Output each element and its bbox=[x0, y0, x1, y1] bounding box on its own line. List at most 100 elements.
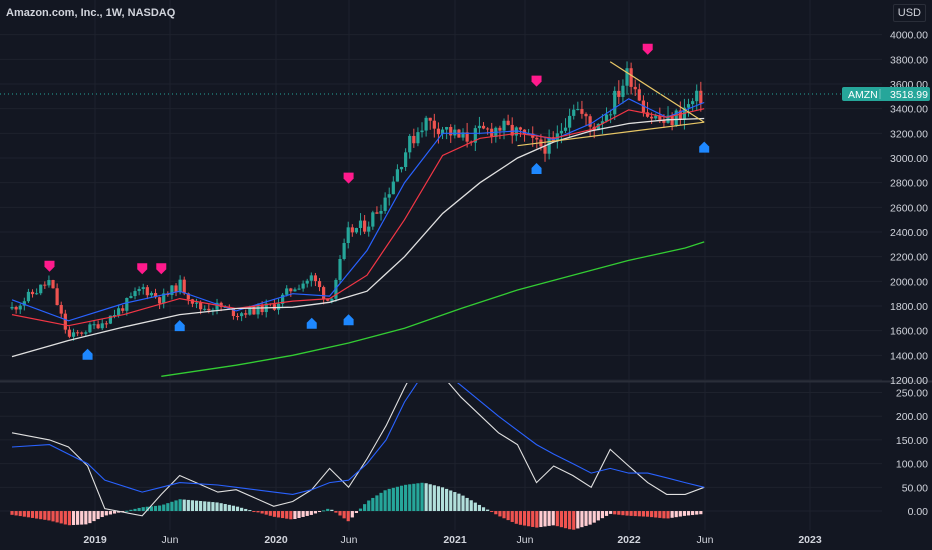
macd-histogram-bar bbox=[182, 499, 186, 512]
candle-body bbox=[510, 124, 514, 136]
candle-body bbox=[596, 123, 600, 131]
buy-signal-marker bbox=[174, 320, 185, 332]
candle-body bbox=[22, 301, 26, 306]
macd-histogram-bar bbox=[498, 511, 502, 517]
buy-signal-marker bbox=[531, 163, 542, 175]
candle-body bbox=[453, 129, 457, 136]
macd-histogram-bar bbox=[35, 511, 39, 519]
candle-body bbox=[18, 305, 22, 310]
candle-body bbox=[203, 308, 207, 310]
macd-histogram-bar bbox=[531, 511, 535, 527]
macd-histogram-bar bbox=[477, 504, 482, 512]
macd-histogram-bar bbox=[268, 511, 272, 516]
macd-histogram-bar bbox=[125, 510, 129, 512]
candle-body bbox=[92, 324, 96, 326]
candle-body bbox=[231, 308, 236, 317]
macd-histogram-bar bbox=[358, 508, 363, 512]
candle-body bbox=[662, 119, 666, 123]
candle-body bbox=[297, 288, 301, 290]
macd-histogram-bar bbox=[588, 511, 592, 525]
macd-histogram-bar bbox=[465, 497, 469, 512]
macd-histogram-bar bbox=[96, 511, 100, 520]
candle-body bbox=[39, 284, 43, 294]
macd-histogram-bar bbox=[190, 500, 195, 512]
macd-histogram-bar bbox=[436, 486, 441, 512]
candle-body bbox=[149, 292, 154, 296]
candle-body bbox=[215, 302, 219, 310]
macd-histogram-bar bbox=[76, 511, 80, 525]
buy-signal-marker bbox=[343, 314, 354, 326]
macd-histogram-bar bbox=[674, 511, 678, 518]
candle-body bbox=[481, 125, 486, 129]
candle-body bbox=[330, 298, 334, 301]
macd-histogram-bar bbox=[416, 483, 420, 512]
macd-histogram-bar bbox=[121, 511, 125, 513]
candle-body bbox=[416, 132, 420, 144]
macd-histogram-bar bbox=[695, 511, 699, 515]
macd-histogram-bar bbox=[149, 506, 154, 512]
macd-histogram-bar bbox=[285, 511, 289, 519]
candle-body bbox=[35, 293, 39, 295]
macd-histogram-bar bbox=[92, 511, 96, 522]
candle-body bbox=[338, 258, 342, 280]
candle-body bbox=[678, 110, 682, 120]
candle-body bbox=[252, 306, 256, 315]
macd-histogram-bar bbox=[55, 511, 59, 523]
price-axis-label: 2400.00 bbox=[890, 227, 928, 239]
macd-histogram-bar bbox=[203, 501, 207, 512]
price-axis-label: 2800.00 bbox=[890, 178, 928, 190]
candle-body bbox=[535, 137, 539, 140]
macd-axis-label: 150.00 bbox=[896, 435, 928, 447]
candle-body bbox=[699, 90, 703, 104]
macd-histogram-bar bbox=[637, 511, 641, 517]
macd-histogram-bar bbox=[305, 511, 309, 516]
macd-histogram-bar bbox=[100, 511, 104, 518]
macd-histogram-bar bbox=[510, 511, 514, 522]
macd-histogram-bar bbox=[527, 511, 531, 527]
price-axis-label: 1400.00 bbox=[890, 350, 928, 362]
candle-body bbox=[117, 308, 121, 316]
time-axis-label: 2022 bbox=[617, 534, 641, 546]
candle-body bbox=[399, 167, 404, 170]
macd-histogram-bar bbox=[543, 511, 547, 527]
macd-histogram-bar bbox=[539, 511, 543, 528]
candle-body bbox=[670, 115, 674, 126]
price-tag-bg bbox=[842, 86, 930, 101]
macd-histogram-bar bbox=[424, 483, 428, 512]
macd-histogram-bar bbox=[514, 511, 518, 524]
sell-signal-marker bbox=[642, 43, 653, 55]
macd-histogram-bar bbox=[26, 511, 31, 518]
currency-button[interactable]: USD bbox=[892, 4, 926, 22]
macd-histogram-bar bbox=[47, 511, 51, 521]
price-axis-label: 4000.00 bbox=[890, 30, 928, 42]
macd-histogram-bar bbox=[502, 511, 506, 519]
macd-histogram-bar bbox=[39, 511, 43, 520]
macd-line bbox=[11, 383, 705, 517]
macd-histogram-bar bbox=[317, 511, 322, 513]
ema_fast-line bbox=[11, 98, 705, 322]
time-axis-label: Jun bbox=[697, 534, 714, 546]
candle-body bbox=[674, 110, 678, 126]
candle-body bbox=[10, 306, 14, 309]
macd-histogram-bar bbox=[371, 497, 375, 512]
price-axis-label: 3000.00 bbox=[890, 153, 928, 165]
macd-histogram-bar bbox=[326, 508, 330, 512]
sell-signal-marker bbox=[343, 172, 354, 184]
candle-body bbox=[465, 132, 469, 142]
macd-histogram-bar bbox=[490, 511, 494, 513]
macd-histogram-bar bbox=[559, 511, 564, 528]
macd-histogram-bar bbox=[613, 511, 617, 515]
candle-body bbox=[518, 127, 523, 130]
macd-histogram-bar bbox=[445, 488, 449, 512]
macd-histogram-bar bbox=[617, 511, 621, 515]
macd-histogram-bar bbox=[625, 511, 629, 516]
macd-histogram-bar bbox=[22, 511, 26, 517]
macd-histogram-bar bbox=[449, 490, 453, 512]
macd-histogram-bar bbox=[186, 499, 190, 512]
candle-body bbox=[248, 306, 252, 315]
macd-histogram-bar bbox=[609, 511, 613, 514]
time-axis-label: Jun bbox=[517, 534, 534, 546]
candle-body bbox=[445, 126, 449, 130]
candle-body bbox=[395, 169, 400, 182]
